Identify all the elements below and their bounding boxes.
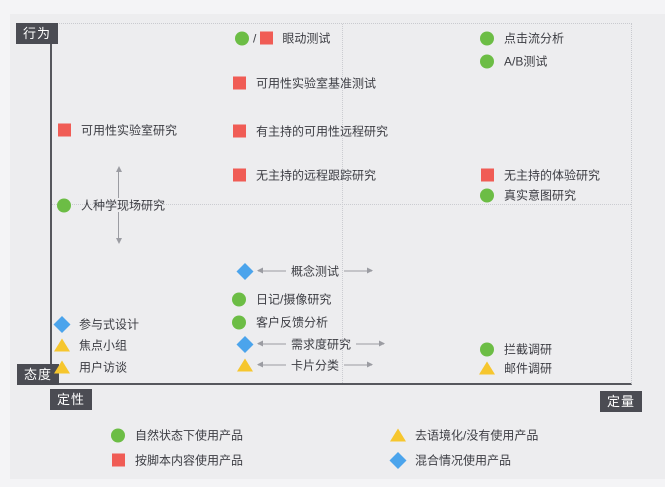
method-label: 可用性实验室研究 bbox=[81, 123, 178, 138]
method-point: 卡片分类 bbox=[237, 357, 374, 374]
left-arrow-icon bbox=[257, 267, 286, 274]
method-point: 焦点小组 bbox=[54, 337, 127, 354]
method-label: 焦点小组 bbox=[79, 338, 128, 353]
method-label: 用户访谈 bbox=[79, 360, 128, 375]
method-point: 可用性实验室基准测试 bbox=[231, 75, 376, 92]
legend-item: 自然状态下使用产品 bbox=[110, 427, 243, 444]
method-label: 眼动测试 bbox=[282, 31, 331, 46]
method-point: 可用性实验室研究 bbox=[56, 122, 177, 139]
marker-separator: / bbox=[253, 31, 257, 45]
x-axis-right-label: 定量 bbox=[600, 391, 643, 412]
y-axis-top-label: 行为 bbox=[16, 23, 59, 44]
quadrant-divider-horizontal bbox=[52, 203, 631, 205]
method-point: 点击流分析 bbox=[479, 30, 564, 47]
right-arrow-icon bbox=[356, 340, 386, 347]
green-circle-marker bbox=[235, 31, 249, 45]
red-square-marker bbox=[232, 168, 246, 182]
yellow-triangle-marker bbox=[54, 338, 70, 352]
method-label: 日记/摄像研究 bbox=[256, 292, 332, 307]
green-circle-marker bbox=[480, 31, 494, 45]
legend-item: 去语境化/没有使用产品 bbox=[390, 427, 538, 444]
yellow-triangle-marker bbox=[54, 360, 70, 374]
red-square-marker bbox=[480, 168, 494, 182]
method-point: 需求度研究 bbox=[236, 335, 386, 353]
method-point: 客户反馈分析 bbox=[231, 314, 328, 331]
blue-diamond-marker bbox=[53, 315, 71, 333]
right-arrow-icon bbox=[344, 267, 374, 274]
plot-area bbox=[50, 23, 632, 385]
method-point: 无主持的体验研究 bbox=[479, 167, 600, 184]
red-square-marker bbox=[111, 453, 125, 467]
green-circle-marker bbox=[480, 54, 494, 68]
green-circle-marker bbox=[480, 188, 494, 202]
left-arrow-icon bbox=[257, 361, 286, 368]
blue-diamond-marker bbox=[236, 335, 254, 353]
x-axis-left-label: 定性 bbox=[50, 389, 93, 410]
method-label: 无主持的体验研究 bbox=[504, 168, 601, 183]
green-circle-marker bbox=[232, 315, 246, 329]
blue-diamond-marker bbox=[236, 262, 254, 280]
legend-label: 混合情况使用产品 bbox=[415, 453, 512, 468]
method-label: 概念测试 bbox=[291, 264, 340, 279]
method-label: 无主持的远程跟踪研究 bbox=[256, 168, 377, 183]
legend-item: 按脚本内容使用产品 bbox=[110, 452, 243, 469]
method-point: 人种学现场研究 bbox=[56, 197, 165, 214]
diagram-surface bbox=[10, 14, 665, 479]
method-point: 日记/摄像研究 bbox=[231, 291, 331, 308]
blue-diamond-marker bbox=[389, 451, 407, 469]
right-arrow-icon bbox=[344, 361, 374, 368]
marker-group: / bbox=[235, 31, 274, 45]
yellow-triangle-marker bbox=[237, 358, 253, 372]
y-axis-bottom-label: 态度 bbox=[17, 364, 60, 385]
method-point: A/B测试 bbox=[479, 53, 547, 70]
green-circle-marker bbox=[111, 428, 125, 442]
legend-label: 自然状态下使用产品 bbox=[135, 428, 244, 443]
vertical-arrow-up-icon bbox=[115, 166, 122, 198]
method-label: 拦截调研 bbox=[504, 342, 553, 357]
method-point: / 眼动测试 bbox=[235, 30, 330, 47]
method-label: 需求度研究 bbox=[291, 337, 352, 352]
method-point: 用户访谈 bbox=[54, 359, 127, 376]
method-point: 真实意图研究 bbox=[479, 187, 576, 204]
method-label: 卡片分类 bbox=[291, 358, 340, 373]
method-label: 邮件调研 bbox=[504, 361, 553, 376]
method-label: 点击流分析 bbox=[504, 31, 565, 46]
green-circle-marker bbox=[480, 342, 494, 356]
method-point: 邮件调研 bbox=[479, 360, 552, 377]
method-label: 参与式设计 bbox=[79, 317, 140, 332]
method-point: 拦截调研 bbox=[479, 341, 552, 358]
legend-item: 混合情况使用产品 bbox=[389, 451, 512, 469]
vertical-arrow-down-icon bbox=[115, 212, 122, 244]
yellow-triangle-marker bbox=[479, 361, 495, 375]
red-square-marker bbox=[260, 31, 274, 45]
red-square-marker bbox=[57, 123, 71, 137]
method-point: 无主持的远程跟踪研究 bbox=[231, 167, 376, 184]
method-point: 有主持的可用性远程研究 bbox=[231, 123, 388, 140]
method-label: 有主持的可用性远程研究 bbox=[256, 124, 389, 139]
method-label: 可用性实验室基准测试 bbox=[256, 76, 377, 91]
method-point: 参与式设计 bbox=[53, 315, 140, 333]
method-label: 真实意图研究 bbox=[504, 188, 577, 203]
left-arrow-icon bbox=[257, 340, 286, 347]
legend-label: 去语境化/没有使用产品 bbox=[415, 428, 539, 443]
yellow-triangle-marker bbox=[390, 428, 406, 442]
green-circle-marker bbox=[232, 292, 246, 306]
legend-label: 按脚本内容使用产品 bbox=[135, 453, 244, 468]
method-label: 人种学现场研究 bbox=[81, 198, 166, 213]
red-square-marker bbox=[232, 124, 246, 138]
green-circle-marker bbox=[57, 198, 71, 212]
method-point: 概念测试 bbox=[236, 262, 374, 280]
method-label: A/B测试 bbox=[504, 54, 548, 69]
method-label: 客户反馈分析 bbox=[256, 315, 329, 330]
red-square-marker bbox=[232, 76, 246, 90]
